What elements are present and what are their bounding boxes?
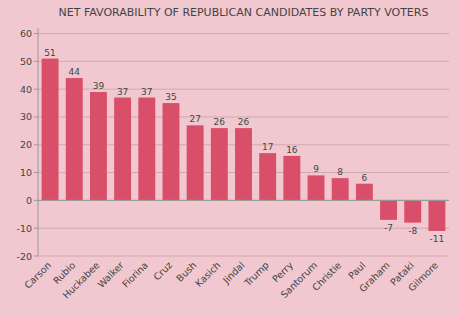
bar [211,128,228,200]
grid-line [38,61,449,62]
bar [138,98,155,201]
data-label: 37 [141,87,152,97]
grid [38,34,449,256]
data-label: 16 [286,145,298,155]
y-tick-label: 60 [20,28,32,39]
x-tick-label: Kasich [193,259,222,288]
grid-line [38,200,449,201]
tick-mark [34,61,38,62]
tick-mark [34,256,38,257]
bar [404,200,421,222]
x-tick-label: Cruz [151,259,174,282]
y-axis-line [38,28,39,256]
x-tick-label: Trump [241,259,270,288]
data-label: 6 [362,173,368,183]
bar [380,200,397,219]
data-label: 44 [69,67,81,77]
tick-mark [34,144,38,145]
bar [332,178,349,200]
y-tick-label: 50 [20,56,32,67]
bar [428,200,445,231]
bar [114,98,131,201]
bar [42,59,59,201]
bar [90,92,107,200]
bar [259,153,276,200]
data-label: 17 [262,142,273,152]
bars [42,59,446,231]
data-labels: 51 44 39 37 37 35 27 26 26 17 16 9 8 6 -7 -8 -11 [44,48,444,244]
data-label: 27 [189,114,200,124]
x-tick-labels: CarsonRubioHuckabeeWalkerFiorinaCruzBush… [22,259,440,300]
bar [163,103,180,200]
data-label: 26 [238,117,250,127]
y-tick-label: 40 [20,84,32,95]
data-label: 37 [117,87,128,97]
x-tick-label: Christie [310,259,344,293]
data-label: -8 [408,226,417,236]
bar [66,78,83,200]
tick-mark [34,172,38,173]
chart-svg: NET FAVORABILITY OF REPUBLICAN CANDIDATE… [0,0,459,318]
data-label: 35 [165,92,176,102]
bar [283,156,300,200]
tick-mark [34,228,38,229]
bar [187,125,204,200]
y-tick-label: -20 [16,251,32,262]
data-label: 9 [313,164,319,174]
data-label: 26 [214,117,226,127]
data-label: -7 [384,223,393,233]
x-tick-label: Huckabee [60,259,101,300]
y-tick-label: 30 [20,111,32,122]
x-tick-label: Graham [357,259,392,294]
tick-mark [34,116,38,117]
title: NET FAVORABILITY OF REPUBLICAN CANDIDATE… [59,6,429,19]
bar [235,128,252,200]
tick-mark [34,200,38,201]
data-label: 8 [337,167,343,177]
grid-line [38,33,449,34]
tick-mark [34,33,38,34]
bar [308,175,325,200]
x-tick-label: Walker [95,259,126,290]
x-tick-label: Fiorina [120,259,150,289]
y-tick-label: -10 [16,223,32,234]
y-tick-label: 0 [26,195,32,206]
y-tick-label: 20 [20,139,32,150]
tick-mark [34,89,38,90]
x-tick-label: Gilmore [406,259,440,293]
zero-line [38,200,449,201]
bar [356,184,373,201]
data-label: -11 [430,234,445,244]
chart-container: NET FAVORABILITY OF REPUBLICAN CANDIDATE… [0,0,459,318]
data-label: 51 [44,48,55,58]
data-label: 39 [93,81,105,91]
background [0,0,459,318]
y-tick-label: 10 [20,167,32,178]
grid-line [38,256,449,257]
x-tick-label: Carson [22,259,53,290]
x-tick-label: Santorum [278,259,319,300]
